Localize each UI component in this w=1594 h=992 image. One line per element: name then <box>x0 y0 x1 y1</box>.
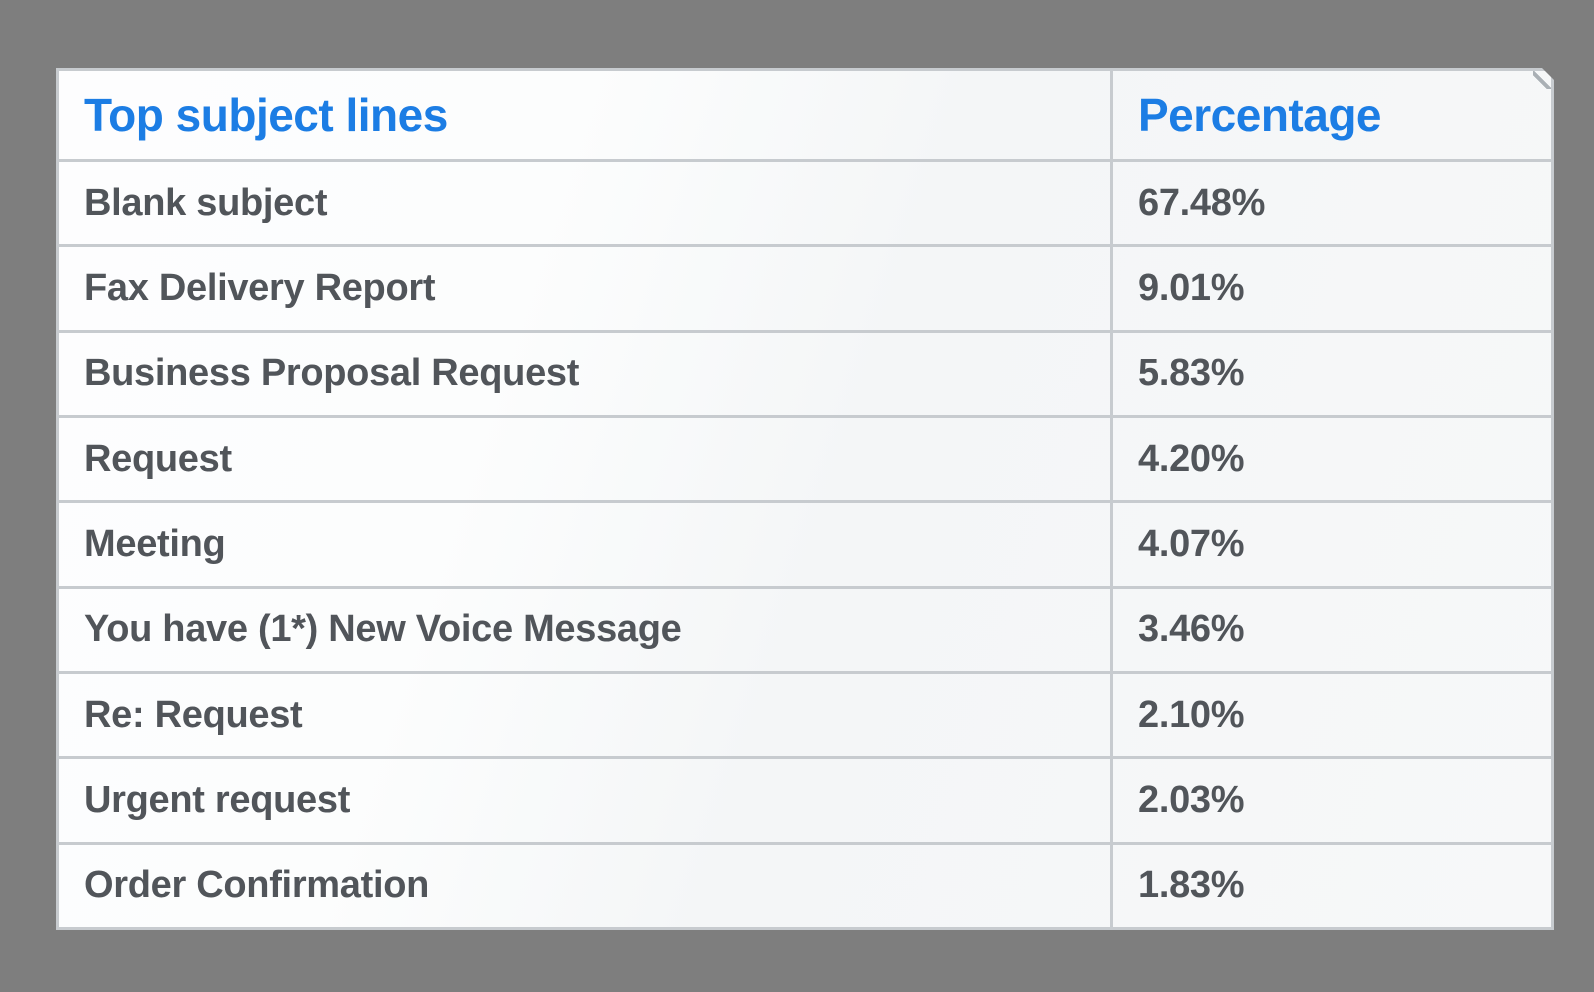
percentage-value: 3.46% <box>1138 608 1245 651</box>
percentage-value: 4.20% <box>1138 437 1245 480</box>
table-row-percentage-cell: 1.83% <box>1110 842 1551 927</box>
table-row-subject-cell: Order Confirmation <box>59 842 1110 927</box>
percentage-value: 67.48% <box>1138 181 1266 224</box>
subject-label: Re: Request <box>84 693 303 736</box>
percentage-value: 9.01% <box>1138 266 1245 309</box>
percentage-value: 2.10% <box>1138 693 1245 736</box>
subject-label: Blank subject <box>84 181 328 224</box>
table-row-percentage-cell: 4.20% <box>1110 415 1551 500</box>
percentage-value: 1.83% <box>1138 864 1245 907</box>
table-row-subject-cell: Request <box>59 415 1110 500</box>
table-grid: Top subject lines Percentage Blank subje… <box>59 71 1551 927</box>
column-header-percentage-label: Percentage <box>1138 89 1382 141</box>
subject-label: Order Confirmation <box>84 864 430 907</box>
table-row-percentage-cell: 3.46% <box>1110 586 1551 671</box>
subject-label: Business Proposal Request <box>84 352 580 395</box>
table-row-subject-cell: You have (1*) New Voice Message <box>59 586 1110 671</box>
table-row-subject-cell: Business Proposal Request <box>59 330 1110 415</box>
column-header-subject-label: Top subject lines <box>84 89 448 141</box>
table-row-subject-cell: Blank subject <box>59 159 1110 244</box>
subject-label: Fax Delivery Report <box>84 266 436 309</box>
column-header-subject: Top subject lines <box>59 71 1110 159</box>
subject-label: Request <box>84 437 232 480</box>
table-row-subject-cell: Urgent request <box>59 756 1110 841</box>
table-row-subject-cell: Re: Request <box>59 671 1110 756</box>
table-row-subject-cell: Fax Delivery Report <box>59 244 1110 329</box>
table-row-percentage-cell: 4.07% <box>1110 500 1551 585</box>
table-row-subject-cell: Meeting <box>59 500 1110 585</box>
table-row-percentage-cell: 67.48% <box>1110 159 1551 244</box>
subject-label: Urgent request <box>84 778 351 821</box>
percentage-value: 5.83% <box>1138 352 1245 395</box>
column-header-percentage: Percentage <box>1110 71 1551 159</box>
subject-label: You have (1*) New Voice Message <box>84 608 682 651</box>
percentage-value: 4.07% <box>1138 522 1245 565</box>
table-row-percentage-cell: 9.01% <box>1110 244 1551 329</box>
table-row-percentage-cell: 5.83% <box>1110 330 1551 415</box>
subject-lines-table: Top subject lines Percentage Blank subje… <box>56 68 1554 930</box>
subject-label: Meeting <box>84 522 226 565</box>
percentage-value: 2.03% <box>1138 778 1245 821</box>
table-row-percentage-cell: 2.03% <box>1110 756 1551 841</box>
table-row-percentage-cell: 2.10% <box>1110 671 1551 756</box>
